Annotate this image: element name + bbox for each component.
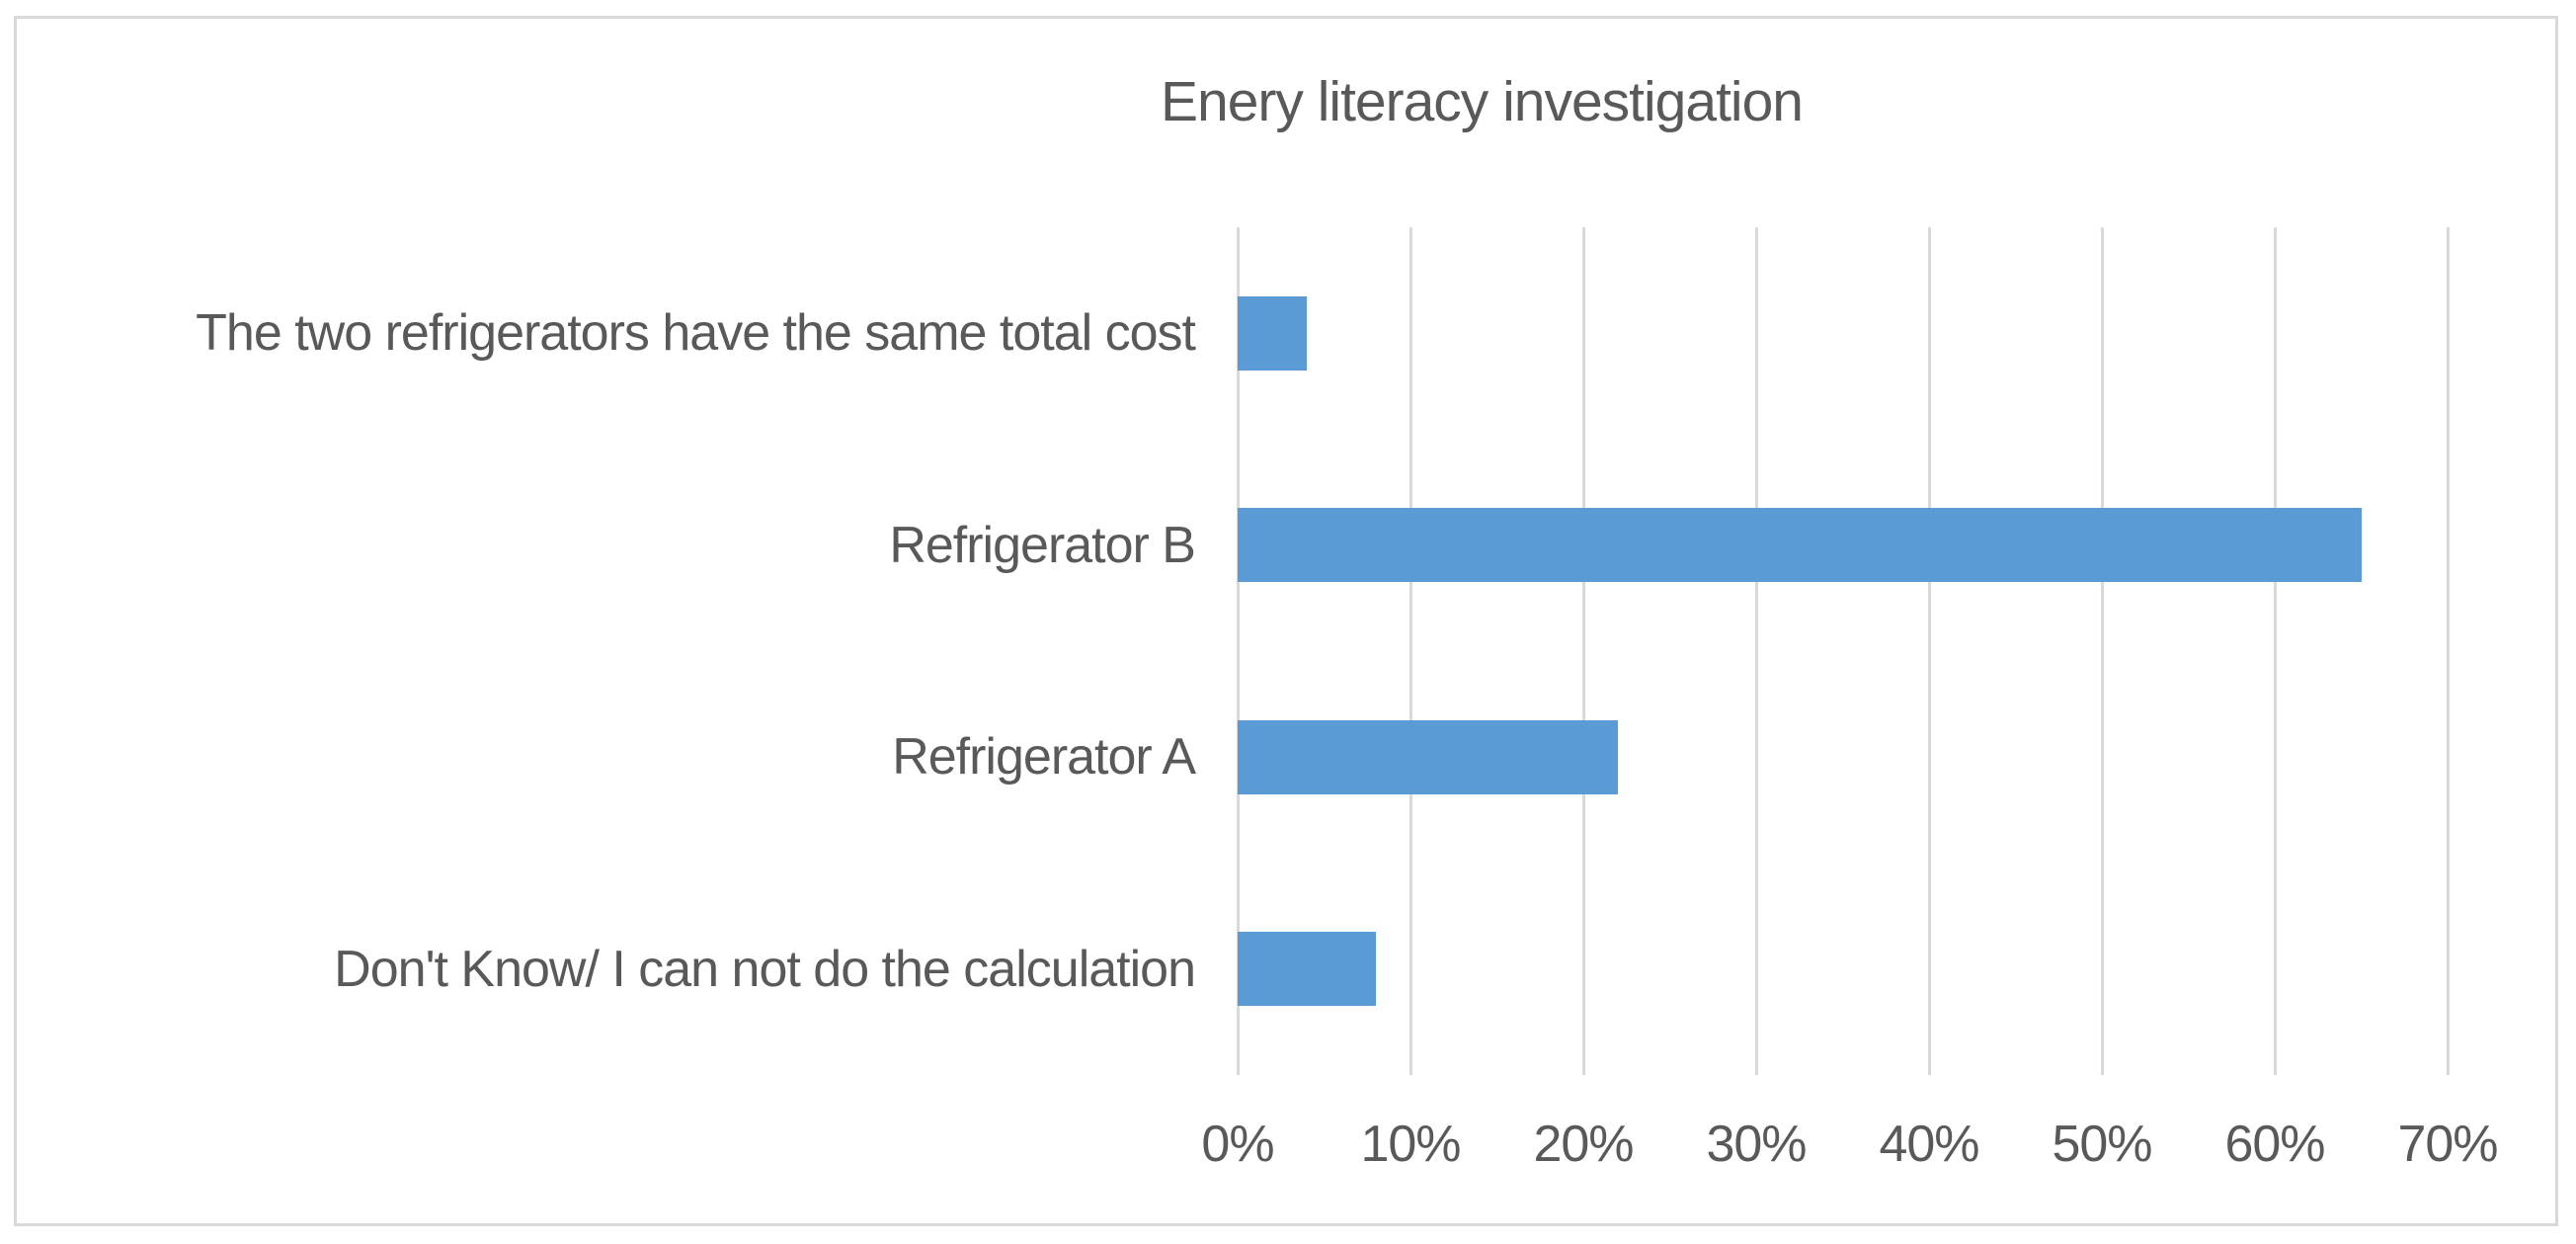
chart-title: Enery literacy investigation [1161,70,1804,133]
gridline [2273,227,2277,1075]
category-label: Refrigerator B [889,516,1196,574]
plot-area [1236,227,2450,1075]
gridline [2100,227,2104,1075]
bar [1238,932,1376,1007]
bar [1238,295,1307,371]
category-axis-labels: The two refrigerators have the same tota… [20,227,1196,1075]
gridline [1581,227,1585,1075]
gridline [1409,227,1412,1075]
gridline [1236,227,1240,1075]
category-label: Refrigerator A [892,728,1196,787]
chart-frame [14,16,2558,1226]
gridline [1754,227,1758,1075]
category-label: Don't Know/ I can not do the calculation [334,940,1196,998]
bar [1238,508,2362,583]
category-label: The two refrigerators have the same tota… [196,304,1196,363]
gridline [1927,227,1931,1075]
gridline [2446,227,2450,1075]
bar [1238,719,1618,794]
